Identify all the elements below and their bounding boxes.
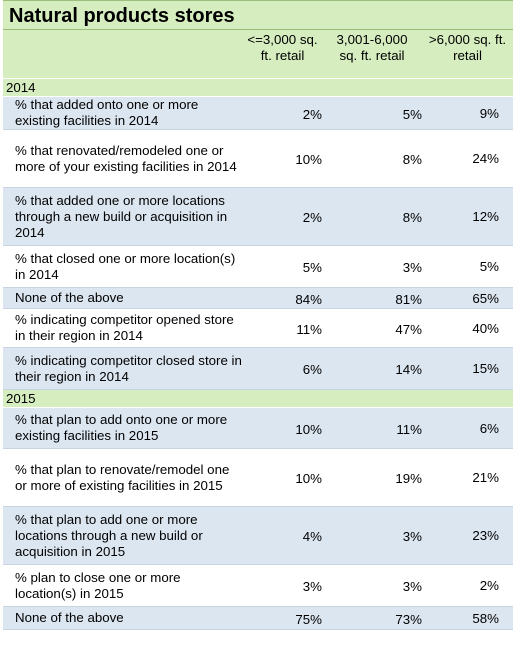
value-cell: 58% [422,606,513,630]
value-cell: 5% [422,245,513,288]
value-cell: 2% [243,187,322,246]
table-row: % that added onto one or more existing f… [3,96,513,130]
column-header-large-line-1: >6,000 sq. ft. [428,32,507,47]
value-cell: 21% [422,448,513,507]
column-header-small: <=3,000 sq. ft. retail [243,30,322,79]
row-label: % that plan to renovate/remodel one or m… [3,448,243,507]
value-cell: 3% [243,564,322,607]
column-header-medium-line-1: 3,001-6,000 [336,32,408,47]
table-title: Natural products stores [3,0,513,30]
value-cell: 14% [322,347,422,390]
table-row: % that plan to add onto one or more exis… [3,407,513,449]
section-header-0: 2014 [3,78,513,97]
row-label: % indicating competitor closed store in … [3,347,243,390]
table-row: % that closed one or more location(s) in… [3,245,513,288]
section-label: 2015 [3,389,513,408]
value-cell: 8% [322,187,422,246]
value-cell: 11% [243,308,322,348]
column-header-row: <=3,000 sq. ft. retail 3,001-6,000 sq. f… [3,30,513,79]
value-cell: 5% [243,245,322,288]
value-cell: 47% [322,308,422,348]
section-label: 2014 [3,78,513,97]
row-label: % indicating competitor opened store in … [3,308,243,348]
row-label: % that renovated/remodeled one or more o… [3,129,243,188]
value-cell: 9% [422,96,513,130]
row-label: None of the above [3,606,243,630]
column-header-large-line-2: retail [453,48,482,63]
row-label: None of the above [3,287,243,309]
value-cell: 6% [243,347,322,390]
stores-table: <=3,000 sq. ft. retail 3,001-6,000 sq. f… [3,30,513,630]
value-cell: 24% [422,129,513,188]
column-header-medium-line-2: sq. ft. retail [339,48,405,63]
table-row: % that plan to add one or more locations… [3,506,513,565]
value-cell: 73% [322,606,422,630]
value-cell: 40% [422,308,513,348]
column-header-medium: 3,001-6,000 sq. ft. retail [322,30,422,79]
value-cell: 10% [243,129,322,188]
value-cell: 81% [322,287,422,309]
table-row: % that renovated/remodeled one or more o… [3,129,513,188]
column-header-small-line-2: ft. retail [260,48,305,63]
value-cell: 10% [243,448,322,507]
row-label: % plan to close one or more location(s) … [3,564,243,607]
value-cell: 75% [243,606,322,630]
value-cell: 3% [322,506,422,565]
table-row: % indicating competitor opened store in … [3,308,513,348]
value-cell: 10% [243,407,322,449]
stores-table-container: Natural products stores <=3,000 sq. ft. … [3,0,513,630]
header-blank-cell [3,30,243,79]
column-header-large: >6,000 sq. ft. retail [422,30,513,79]
value-cell: 3% [322,564,422,607]
table-row: None of the above 84% 81% 65% [3,287,513,309]
table-row: % that plan to renovate/remodel one or m… [3,448,513,507]
section-header-1: 2015 [3,389,513,408]
column-header-small-line-1: <=3,000 sq. [247,32,318,47]
row-label: % that plan to add onto one or more exis… [3,407,243,449]
value-cell: 11% [322,407,422,449]
value-cell: 3% [322,245,422,288]
value-cell: 4% [243,506,322,565]
value-cell: 8% [322,129,422,188]
value-cell: 5% [322,96,422,130]
table-row: % plan to close one or more location(s) … [3,564,513,607]
value-cell: 65% [422,287,513,309]
value-cell: 6% [422,407,513,449]
row-label: % that added onto one or more existing f… [3,96,243,130]
table-row: None of the above 75% 73% 58% [3,606,513,630]
row-label: % that closed one or more location(s) in… [3,245,243,288]
table-row: % indicating competitor closed store in … [3,347,513,390]
value-cell: 84% [243,287,322,309]
value-cell: 12% [422,187,513,246]
value-cell: 15% [422,347,513,390]
table-row: % that added one or more locations throu… [3,187,513,246]
value-cell: 2% [243,96,322,130]
row-label: % that plan to add one or more locations… [3,506,243,565]
value-cell: 23% [422,506,513,565]
value-cell: 2% [422,564,513,607]
value-cell: 19% [322,448,422,507]
row-label: % that added one or more locations throu… [3,187,243,246]
